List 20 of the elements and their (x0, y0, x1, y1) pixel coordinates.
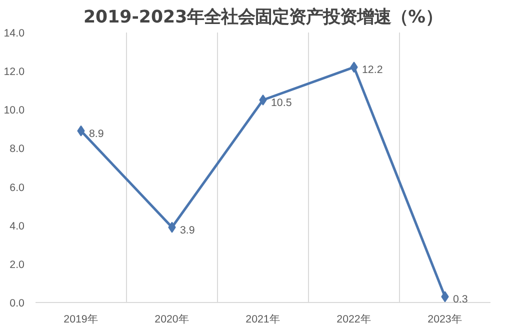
y-tick-label: 6.0 (10, 182, 25, 194)
y-tick-label: 14.0 (4, 28, 25, 40)
x-tick-label: 2021年 (246, 314, 280, 326)
point (259, 94, 267, 106)
x-tick-label: 2020年 (154, 314, 190, 326)
x-tick-label: 2022年 (336, 314, 372, 326)
data-label: 0.3 (453, 294, 468, 306)
x-tick-label: 2019年 (64, 314, 98, 326)
y-tick-label: 0.0 (10, 298, 25, 310)
y-tick-label: 12.0 (4, 66, 25, 78)
y-tick-label: 4.0 (10, 220, 25, 232)
data-label: 8.9 (89, 128, 104, 140)
data-label: 12.2 (362, 64, 383, 76)
y-tick-label: 2.0 (10, 258, 25, 271)
x-tick-label: 2023年 (428, 314, 462, 326)
chart-title: 2019-2023年全社会固定资产投资增速（%） (83, 8, 443, 28)
data-label: 3.9 (180, 224, 195, 236)
y-tick-label: 8.0 (10, 143, 25, 156)
data-label: 10.5 (271, 97, 292, 109)
y-tick-label: 10.0 (4, 104, 25, 117)
